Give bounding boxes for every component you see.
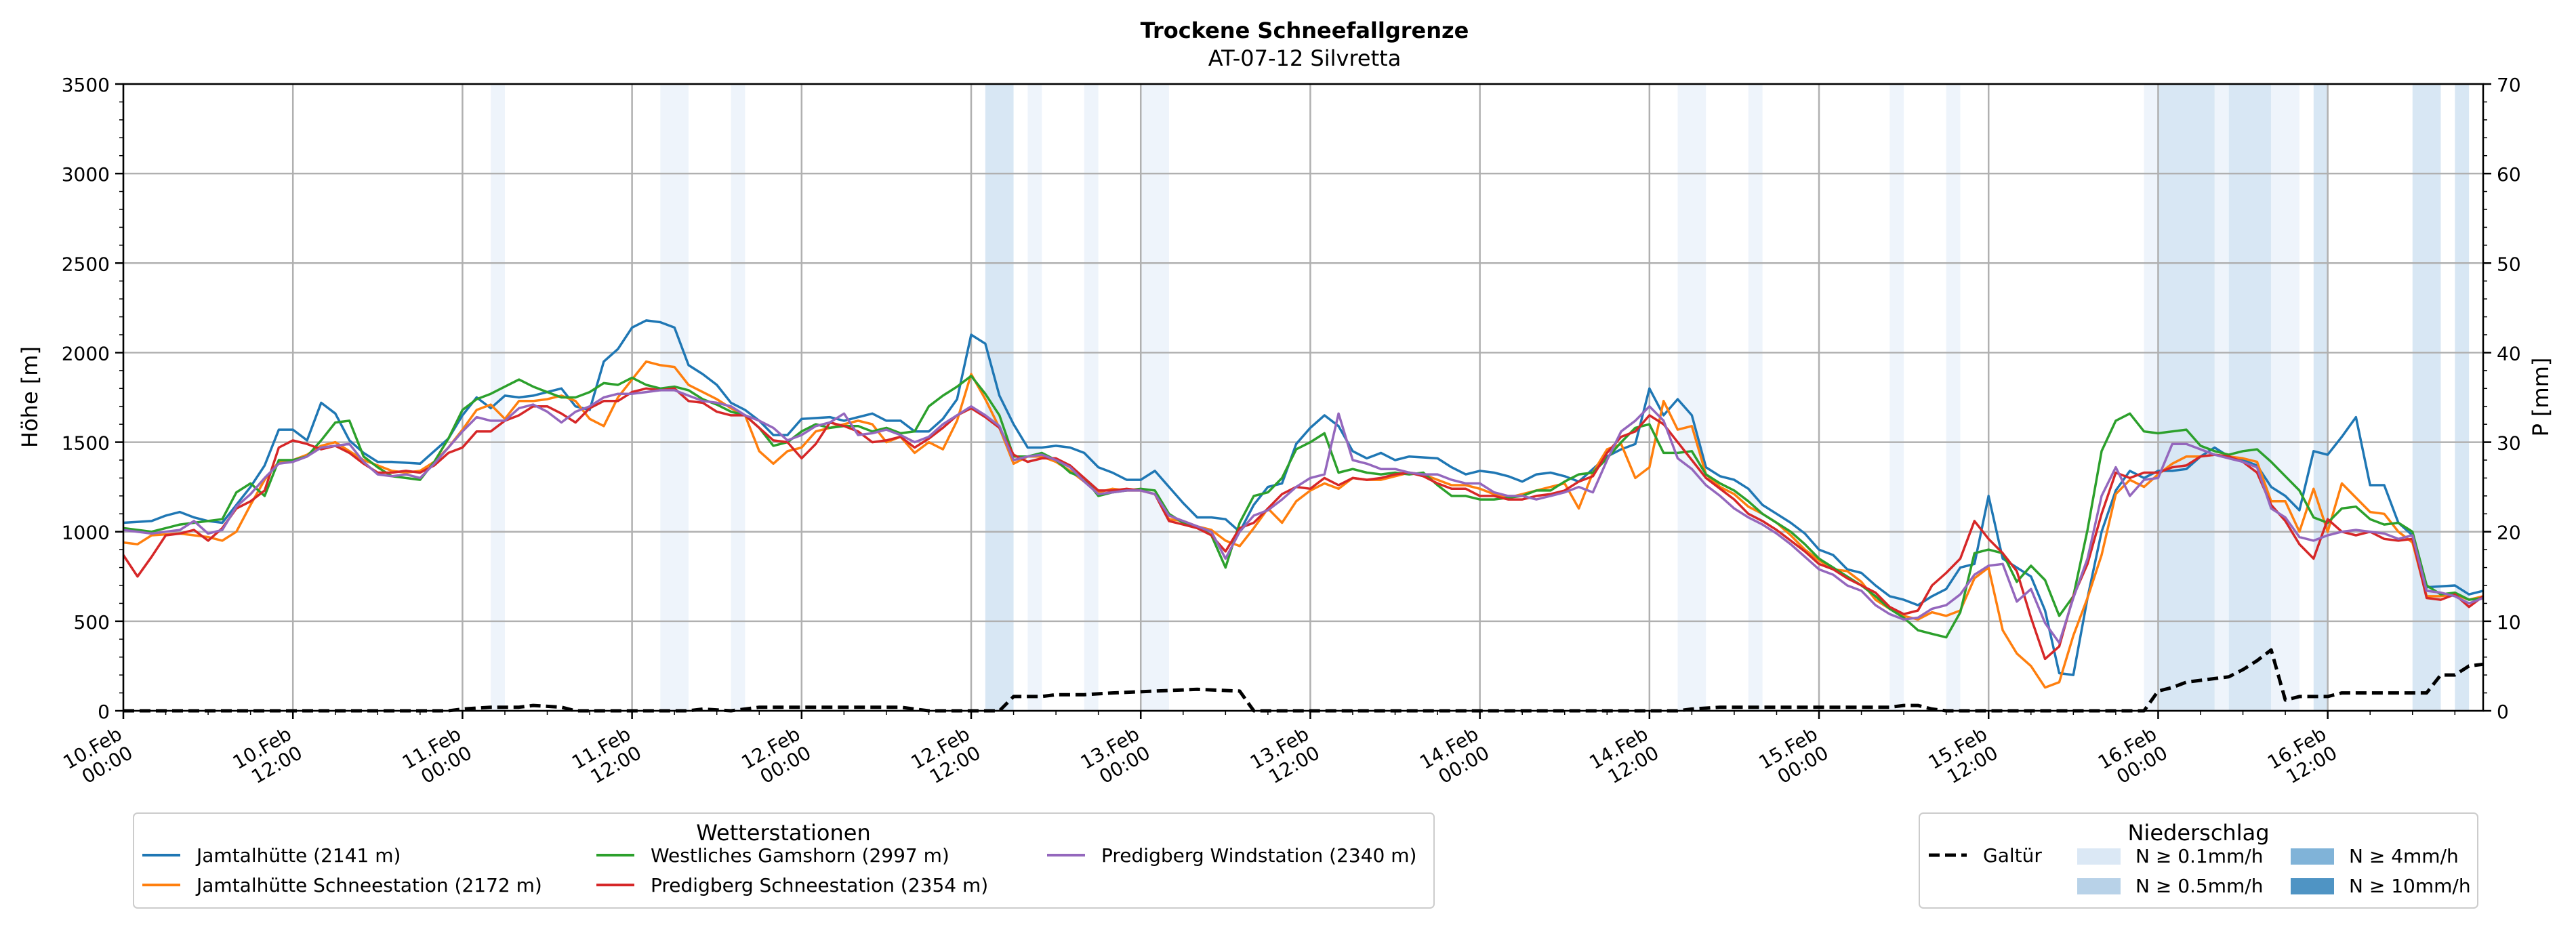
y-tick-label-6: 3000 — [62, 163, 110, 186]
legend-precip-swatch-1 — [2077, 878, 2121, 894]
plot-frame — [122, 83, 2485, 712]
y2-tick-label-2: 20 — [2497, 522, 2521, 544]
series-line-2 — [123, 375, 2484, 639]
series-line-4 — [123, 389, 2484, 644]
precip-band-9 — [1889, 84, 1904, 711]
legend-precip-label-3: N ≥ 10mm/h — [2349, 875, 2471, 897]
series-line-3 — [122, 387, 2485, 661]
legend-label-2: Westliches Gamshorn (2997 m) — [651, 844, 949, 867]
y2-tick-label-3: 30 — [2497, 432, 2521, 455]
y-tick-label-3: 1500 — [62, 432, 110, 455]
legend-wetterstationen-frame — [133, 812, 1435, 909]
y2-axis-label: P [mm] — [2528, 358, 2554, 437]
precip-band-2 — [731, 84, 745, 711]
precip-band-8 — [1748, 84, 1763, 711]
legend-wetterstationen-title: Wetterstationen — [696, 820, 870, 846]
y2-tick-label-4: 40 — [2497, 342, 2521, 365]
chart-title: Trockene Schneefallgrenze — [1141, 18, 1469, 43]
precip-band-0 — [491, 84, 505, 711]
legend-niederschlag: Niederschlag Galtür N ≥ 0.1mm/h N ≥ 0.5mm/… — [1919, 812, 2478, 909]
y-tick-label-0: 0 — [98, 701, 110, 723]
series-line-1 — [123, 360, 2484, 689]
precip-band-11 — [2144, 84, 2159, 711]
legend-label-3: Predigberg Schneestation (2354 m) — [651, 874, 988, 896]
legend-label-1: Jamtalhütte Schneestation (2172 m) — [195, 874, 542, 896]
y-tick-label-4: 2000 — [62, 342, 110, 365]
precip-band-4 — [1027, 84, 1042, 711]
precip-band-17 — [2412, 84, 2441, 711]
precip-band-10 — [1946, 84, 1961, 711]
y-tick-label-2: 1000 — [62, 522, 110, 544]
y-tick-label-5: 2500 — [62, 253, 110, 275]
chart-subtitle: AT-07-12 Silvretta — [1208, 45, 1402, 71]
legend-precip-label-0: N ≥ 0.1mm/h — [2135, 845, 2263, 867]
precipitation-bands — [491, 84, 2470, 711]
legend-niederschlag-frame — [1919, 812, 2478, 909]
y2-tick-label-5: 50 — [2497, 253, 2521, 275]
y-axis-label: Höhe [m] — [17, 346, 43, 448]
legend-label-4: Predigberg Windstation (2340 m) — [1101, 844, 1416, 867]
legend-label-galtur: Galtür — [1983, 844, 2042, 867]
legend-precip-swatch-0 — [2077, 848, 2121, 865]
series-line-5 — [123, 648, 2484, 713]
y-tick-label-1: 500 — [74, 611, 110, 634]
precip-band-18 — [2455, 84, 2470, 711]
precip-band-14 — [2228, 84, 2272, 711]
precip-band-12 — [2158, 84, 2215, 711]
precip-band-13 — [2214, 84, 2229, 711]
legend-label-0: Jamtalhütte (2141 m) — [195, 844, 401, 867]
y2-tick-label-1: 10 — [2497, 611, 2521, 634]
legend-niederschlag-title: Niederschlag — [2127, 820, 2269, 846]
y2-tick-label-6: 60 — [2497, 163, 2521, 186]
precip-band-7 — [1677, 84, 1706, 711]
legend-precip-swatch-2 — [2291, 848, 2334, 865]
precip-band-6 — [1141, 84, 1169, 711]
series-lines — [122, 319, 2485, 713]
legend-precip-label-2: N ≥ 4mm/h — [2349, 845, 2459, 867]
precip-band-5 — [1084, 84, 1099, 711]
legend-precip-swatch-3 — [2291, 878, 2334, 894]
y2-tick-label-7: 70 — [2497, 74, 2521, 96]
precip-band-16 — [2313, 84, 2328, 711]
precip-band-15 — [2271, 84, 2299, 711]
y2-tick-label-0: 0 — [2497, 701, 2509, 723]
legend-wetterstationen: Wetterstationen Jamtalhütte (2141 m) Jamt… — [133, 812, 1435, 909]
legend-precip-label-1: N ≥ 0.5mm/h — [2135, 875, 2263, 897]
y-tick-label-7: 3500 — [62, 74, 110, 96]
